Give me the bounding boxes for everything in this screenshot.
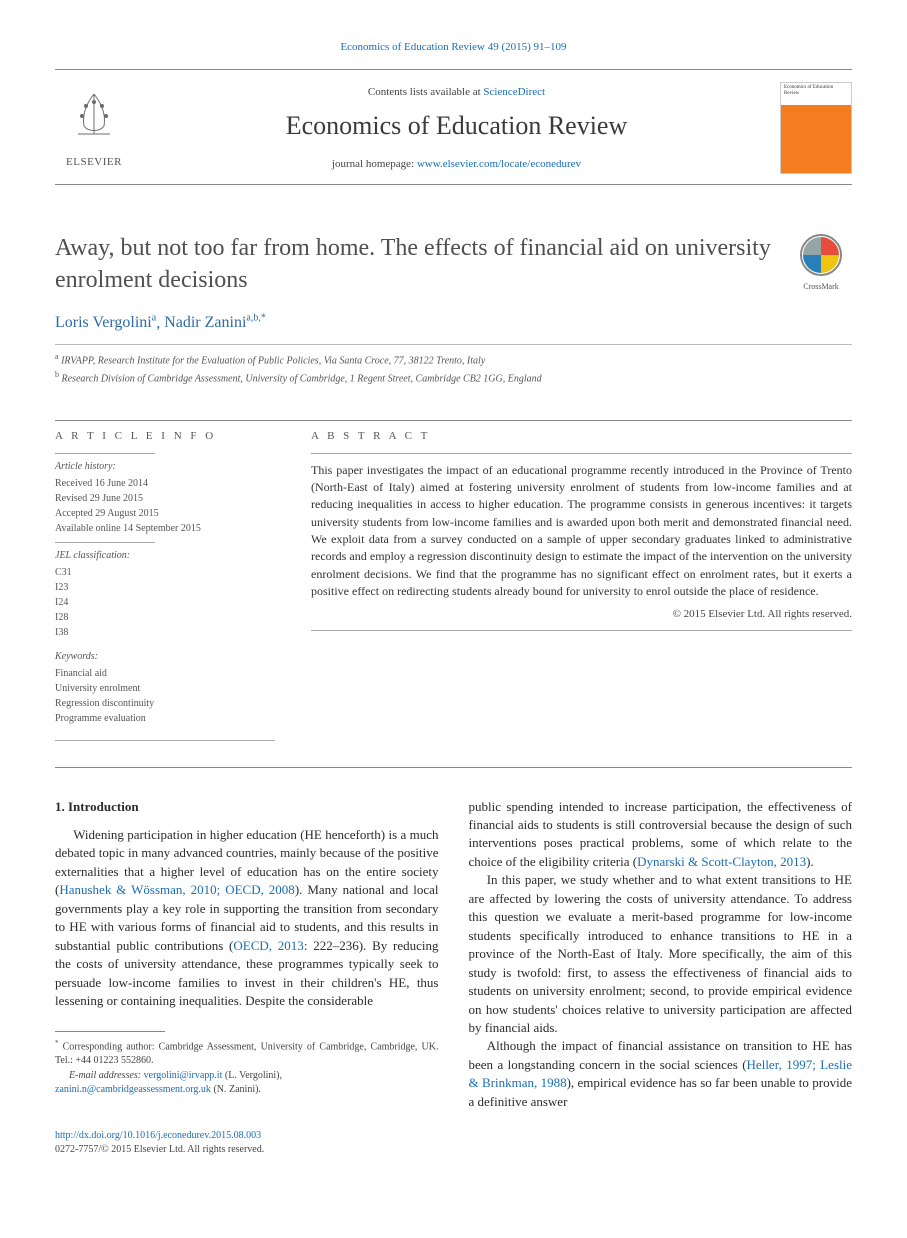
footnotes: * Corresponding author: Cambridge Assess…: [55, 1038, 439, 1098]
section-1-p1: Widening participation in higher educati…: [55, 826, 439, 1011]
history-item: Accepted 29 August 2015: [55, 506, 275, 521]
author-2-name: Nadir Zanini: [164, 314, 246, 331]
contents-line: Contents lists available at ScienceDirec…: [151, 85, 762, 100]
affiliation-a: a IRVAPP, Research Institute for the Eva…: [55, 351, 852, 368]
issn-copyright: 0272-7757/© 2015 Elsevier Ltd. All right…: [55, 1143, 852, 1157]
section-1-heading: 1. Introduction: [55, 798, 439, 816]
masthead-center: Contents lists available at ScienceDirec…: [151, 85, 762, 172]
abstract-heading: a b s t r a c t: [311, 429, 852, 444]
body-col-left: 1. Introduction Widening participation i…: [55, 798, 439, 1112]
article-info-heading: a r t i c l e i n f o: [55, 429, 275, 444]
crossmark-label: CrossMark: [790, 281, 852, 292]
jel-item: I38: [55, 625, 275, 640]
email-footnote: E-mail addresses: vergolini@irvapp.it (L…: [55, 1069, 439, 1084]
citation-link[interactable]: Dynarski & Scott-Clayton, 2013: [637, 854, 806, 869]
keyword-item: Regression discontinuity: [55, 696, 275, 711]
info-rule-1: [55, 453, 155, 454]
abstract: a b s t r a c t This paper investigates …: [311, 421, 852, 746]
affiliation-a-text: IRVAPP, Research Institute for the Evalu…: [61, 356, 485, 367]
article-info: a r t i c l e i n f o Article history: R…: [55, 421, 275, 746]
doi-block: http://dx.doi.org/10.1016/j.econedurev.2…: [55, 1129, 852, 1157]
masthead: ELSEVIER Contents lists available at Sci…: [55, 70, 852, 185]
email1-who: (L. Vergolini),: [222, 1070, 282, 1081]
title-row: Away, but not too far from home. The eff…: [55, 233, 852, 295]
contents-pretext: Contents lists available at: [368, 86, 483, 98]
keywords-list: Financial aid University enrolment Regre…: [55, 666, 275, 726]
journal-cover-thumbnail: Economics of Education Review: [780, 82, 852, 174]
homepage-link[interactable]: www.elsevier.com/locate/econedurev: [417, 158, 581, 170]
body-columns: 1. Introduction Widening participation i…: [55, 798, 852, 1112]
sciencedirect-link[interactable]: ScienceDirect: [483, 86, 545, 98]
email-label: E-mail addresses:: [69, 1070, 141, 1081]
article-title: Away, but not too far from home. The eff…: [55, 233, 772, 295]
keywords-block: Keywords: Financial aid University enrol…: [55, 650, 275, 726]
info-rule-2: [55, 542, 155, 543]
email-footnote-2: zanini.n@cambridgeassessment.org.uk (N. …: [55, 1083, 439, 1098]
jel-item: C31: [55, 565, 275, 580]
jel-block: JEL classification: C31 I23 I24 I28 I38: [55, 549, 275, 640]
abstract-text: This paper investigates the impact of an…: [311, 462, 852, 601]
jel-item: I24: [55, 595, 275, 610]
author-2-aff: a,b,: [246, 313, 260, 324]
jel-item: I23: [55, 580, 275, 595]
section-1-p3: In this paper, we study whether and to w…: [469, 871, 853, 1037]
p2-text-b: ).: [806, 854, 814, 869]
abstract-copyright: © 2015 Elsevier Ltd. All rights reserved…: [311, 607, 852, 622]
affiliation-b-text: Research Division of Cambridge Assessmen…: [62, 373, 542, 384]
history-item: Available online 14 September 2015: [55, 521, 275, 536]
author-list: Loris Vergolinia, Nadir Zaninia,b,*: [55, 312, 852, 335]
jel-list: C31 I23 I24 I28 I38: [55, 565, 275, 640]
footnote-rule: [55, 1031, 165, 1032]
history-item: Revised 29 June 2015: [55, 491, 275, 506]
jel-label: JEL classification:: [55, 549, 275, 563]
author-email-2[interactable]: zanini.n@cambridgeassessment.org.uk: [55, 1084, 211, 1095]
author-rule: [55, 344, 852, 345]
publisher-name: ELSEVIER: [55, 155, 133, 170]
citation-link[interactable]: Hanushek & Wössman, 2010; OECD, 2008: [59, 882, 294, 897]
info-rule-3: [55, 740, 275, 741]
history-item: Received 16 June 2014: [55, 476, 275, 491]
doi-link[interactable]: http://dx.doi.org/10.1016/j.econedurev.2…: [55, 1130, 261, 1141]
homepage-pretext: journal homepage:: [332, 158, 417, 170]
abstract-rule-bottom: [311, 630, 852, 631]
section-divider: [55, 767, 852, 768]
cover-title-text: Economics of Education Review: [781, 83, 851, 105]
author-1-aff: a: [152, 313, 156, 324]
corresponding-text: Corresponding author: Cambridge Assessme…: [55, 1041, 439, 1067]
email2-who: (N. Zanini).: [211, 1084, 261, 1095]
author-2[interactable]: Nadir Zaninia,b,*: [164, 314, 266, 331]
publisher-logo: ELSEVIER: [55, 86, 133, 171]
homepage-line: journal homepage: www.elsevier.com/locat…: [151, 157, 762, 172]
corresponding-footnote: * Corresponding author: Cambridge Assess…: [55, 1038, 439, 1069]
abstract-rule: [311, 453, 852, 454]
elsevier-tree-icon: [64, 86, 124, 146]
author-1[interactable]: Loris Vergolinia: [55, 314, 156, 331]
history-list: Received 16 June 2014 Revised 29 June 20…: [55, 476, 275, 536]
affiliation-b: b Research Division of Cambridge Assessm…: [55, 369, 852, 386]
section-1-p2: public spending intended to increase par…: [469, 798, 853, 872]
author-email-1[interactable]: vergolini@irvapp.it: [144, 1070, 223, 1081]
running-header: Economics of Education Review 49 (2015) …: [55, 40, 852, 55]
affiliations: a IRVAPP, Research Institute for the Eva…: [55, 351, 852, 386]
citation-link[interactable]: OECD, 2013: [233, 938, 303, 953]
info-abstract-row: a r t i c l e i n f o Article history: R…: [55, 420, 852, 746]
keyword-item: Programme evaluation: [55, 711, 275, 726]
history-block: Article history: Received 16 June 2014 R…: [55, 460, 275, 536]
crossmark-icon: [799, 233, 843, 277]
keyword-item: Financial aid: [55, 666, 275, 681]
journal-name: Economics of Education Review: [151, 108, 762, 144]
crossmark-badge[interactable]: CrossMark: [790, 233, 852, 291]
author-1-name: Loris Vergolini: [55, 314, 152, 331]
keyword-item: University enrolment: [55, 681, 275, 696]
jel-item: I28: [55, 610, 275, 625]
running-header-citation[interactable]: Economics of Education Review 49 (2015) …: [340, 41, 566, 53]
corresponding-mark: *: [261, 313, 266, 324]
section-1-p4: Although the impact of financial assista…: [469, 1037, 853, 1111]
keywords-label: Keywords:: [55, 650, 275, 664]
body-col-right: public spending intended to increase par…: [469, 798, 853, 1112]
history-label: Article history:: [55, 460, 275, 474]
